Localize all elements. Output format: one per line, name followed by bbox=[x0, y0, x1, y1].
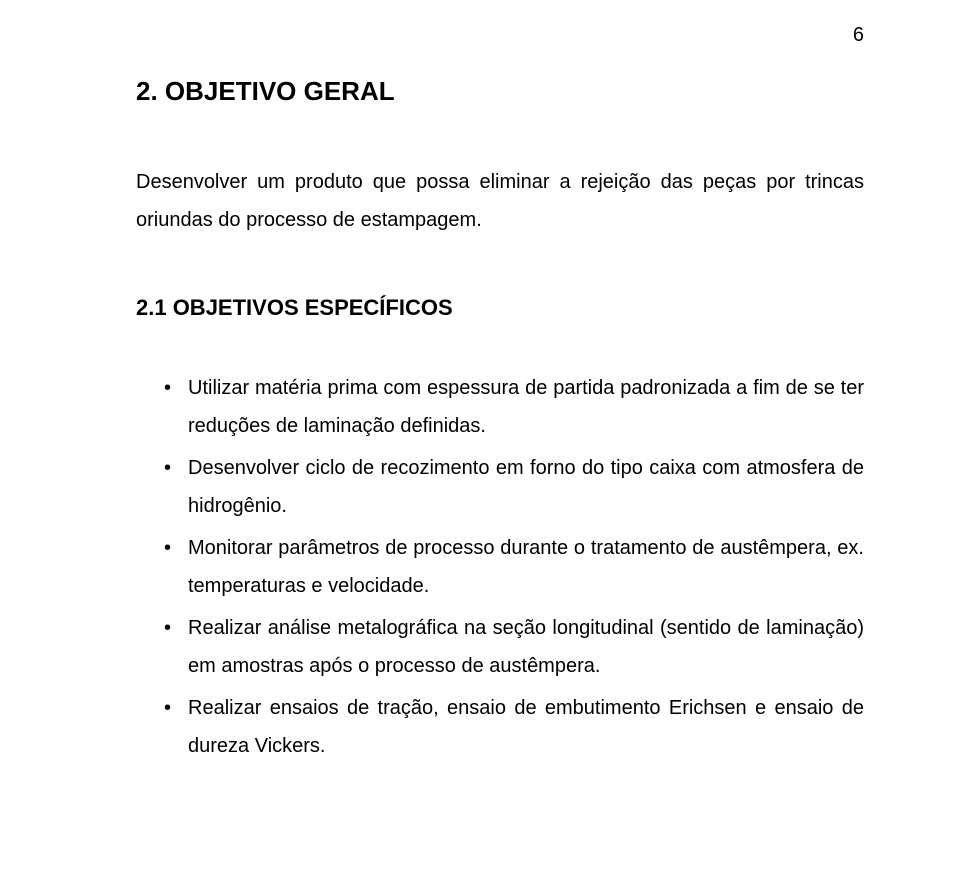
list-item: Desenvolver ciclo de recozimento em forn… bbox=[164, 449, 864, 525]
heading-objetivo-geral: 2. OBJETIVO GERAL bbox=[136, 76, 864, 107]
page-number: 6 bbox=[853, 24, 864, 47]
document-page: 6 2. OBJETIVO GERAL Desenvolver um produ… bbox=[0, 0, 960, 875]
list-item: Monitorar parâmetros de processo durante… bbox=[164, 529, 864, 605]
objectives-list: Utilizar matéria prima com espessura de … bbox=[136, 369, 864, 765]
list-item: Utilizar matéria prima com espessura de … bbox=[164, 369, 864, 445]
heading-objetivos-especificos: 2.1 OBJETIVOS ESPECÍFICOS bbox=[136, 295, 864, 321]
paragraph-objetivo-geral: Desenvolver um produto que possa elimina… bbox=[136, 163, 864, 239]
list-item: Realizar análise metalográfica na seção … bbox=[164, 609, 864, 685]
list-item: Realizar ensaios de tração, ensaio de em… bbox=[164, 689, 864, 765]
